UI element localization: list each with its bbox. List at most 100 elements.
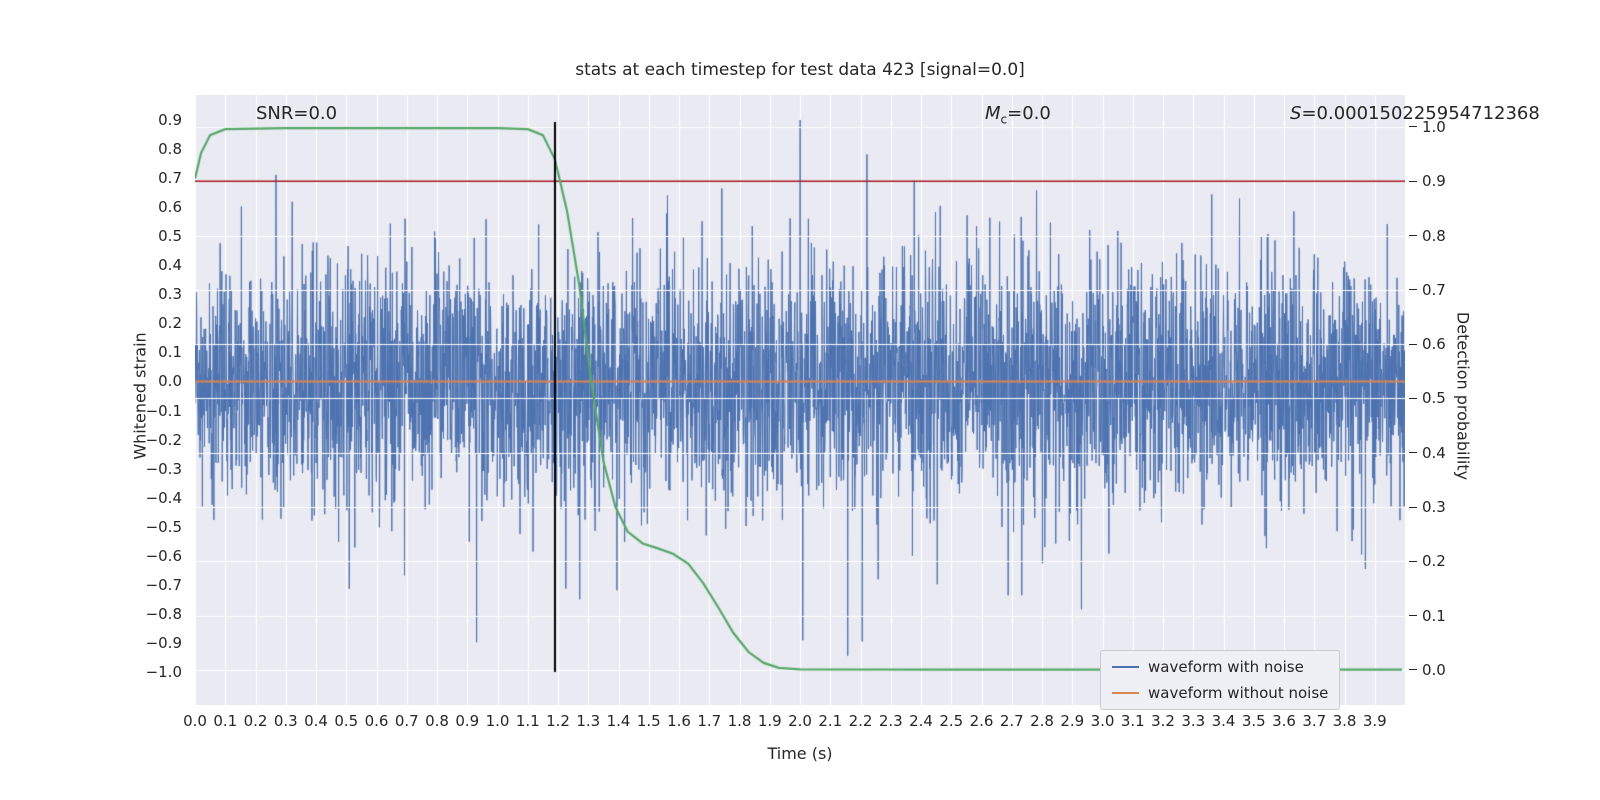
- x-tick-label: 2.7: [999, 712, 1024, 730]
- y-right-tick-label: 0.2: [1422, 552, 1446, 571]
- y-left-tick-label: −0.6: [145, 546, 182, 565]
- x-tick-label: 2.3: [878, 712, 903, 730]
- y-left-tick-label: 0.3: [158, 285, 182, 304]
- x-tick-label: 0.3: [273, 712, 298, 730]
- tick-mark-icon: [1409, 397, 1417, 399]
- x-tick-label: 3.3: [1181, 712, 1206, 730]
- y-right-tick-label: 1.0: [1422, 117, 1446, 136]
- x-tick-label: 1.7: [697, 712, 722, 730]
- x-tick-label: 1.4: [606, 712, 631, 730]
- y-left-tick-label: −0.4: [145, 488, 182, 507]
- s-value: =0.000150225954712368: [1301, 103, 1540, 124]
- x-tick-label: 1.5: [636, 712, 661, 730]
- chirp-mass-annotation: Mc=0.0: [985, 103, 1051, 127]
- legend-line-swatch: [1112, 692, 1139, 694]
- y-right-tick: 0.1: [1409, 607, 1446, 625]
- y-right-tick: 0.6: [1409, 335, 1446, 353]
- y-left-tick-label: 0.1: [158, 343, 182, 362]
- legend-line-swatch: [1112, 666, 1139, 668]
- x-tick-label: 1.9: [757, 712, 782, 730]
- y-left-tick-label: −0.2: [145, 430, 182, 449]
- tick-mark-icon: [1409, 180, 1417, 182]
- x-tick-label: 0.6: [364, 712, 389, 730]
- y-right-tick-label: 0.1: [1422, 606, 1446, 625]
- x-tick-label: 2.6: [969, 712, 994, 730]
- x-tick-label: 2.9: [1060, 712, 1085, 730]
- x-tick-label: 2.1: [818, 712, 843, 730]
- y-left-tick-label: 0.5: [158, 227, 182, 246]
- y-right-tick: 0.5: [1409, 389, 1446, 407]
- tick-mark-icon: [1409, 615, 1417, 617]
- y-left-tick-label: −0.1: [145, 401, 182, 420]
- legend: waveform with noise waveform without nois…: [1100, 650, 1341, 710]
- y-right-tick-label: 0.7: [1422, 280, 1446, 299]
- x-tick-label: 0.1: [213, 712, 238, 730]
- y-right-tick: 1.0: [1409, 118, 1446, 136]
- y-left-tick-label: −0.7: [145, 575, 182, 594]
- x-tick-label: 1.2: [546, 712, 570, 730]
- y-right-tick-label: 0.8: [1422, 226, 1446, 245]
- y-right-tick-label: 0.6: [1422, 335, 1446, 354]
- y-right-tick-label: 0.3: [1422, 498, 1446, 517]
- tick-mark-icon: [1409, 452, 1417, 454]
- x-tick-label: 2.5: [939, 712, 964, 730]
- legend-item: waveform without noise: [1112, 684, 1328, 702]
- plot-canvas: [195, 95, 1405, 705]
- y-left-tick-label: 0.0: [158, 372, 182, 391]
- y-right-tick: 0.8: [1409, 227, 1446, 245]
- legend-item: waveform with noise: [1112, 658, 1328, 676]
- legend-item-label: waveform without noise: [1148, 684, 1329, 702]
- y-left-tick-label: 0.6: [158, 198, 182, 217]
- mc-variable: M: [985, 103, 1001, 124]
- mc-value: =0.0: [1007, 103, 1051, 124]
- x-tick-label: 3.4: [1211, 712, 1236, 730]
- y-right-tick-label: 0.5: [1422, 389, 1446, 408]
- chart-title: stats at each timestep for test data 423…: [575, 60, 1025, 80]
- y-left-tick-label: −1.0: [145, 662, 182, 681]
- y-right-axis-label: Detection probability: [1453, 311, 1473, 481]
- tick-mark-icon: [1409, 506, 1417, 508]
- tick-mark-icon: [1409, 235, 1417, 237]
- x-tick-label: 1.8: [727, 712, 752, 730]
- x-tick-label: 0.4: [304, 712, 328, 730]
- y-left-tick-label: −0.3: [145, 459, 182, 478]
- y-right-tick: 0.4: [1409, 444, 1446, 462]
- y-right-tick-label: 0.4: [1422, 443, 1446, 462]
- x-tick-label: 0.8: [425, 712, 449, 730]
- x-tick-label: 1.3: [576, 712, 601, 730]
- tick-mark-icon: [1409, 669, 1417, 671]
- y-left-tick-label: 0.8: [158, 140, 182, 159]
- mc-subscript: c: [1000, 112, 1008, 127]
- x-tick-label: 3.7: [1302, 712, 1327, 730]
- x-tick-label: 2.0: [788, 712, 812, 730]
- y-right-tick: 0.7: [1409, 281, 1446, 299]
- y-left-tick-label: 0.2: [158, 314, 182, 333]
- x-tick-label: 3.2: [1151, 712, 1175, 730]
- x-tick-label: 2.2: [848, 712, 873, 730]
- y-right-tick: 0.0: [1409, 661, 1446, 679]
- legend-item-label: waveform with noise: [1148, 658, 1304, 676]
- y-right-tick-label: 0.0: [1422, 660, 1446, 679]
- x-tick-label: 3.6: [1272, 712, 1296, 730]
- y-right-tick-label: 0.9: [1422, 172, 1446, 191]
- x-tick-label: 0.9: [455, 712, 480, 730]
- y-left-tick-label: 0.9: [158, 111, 182, 129]
- x-axis-label: Time (s): [767, 744, 833, 763]
- tick-mark-icon: [1409, 343, 1417, 345]
- x-tick-label: 3.9: [1362, 712, 1387, 730]
- y-right-tick: 0.2: [1409, 552, 1446, 570]
- x-tick-label: 0.2: [243, 712, 268, 730]
- x-tick-label: 1.6: [667, 712, 691, 730]
- s-variable: S: [1290, 103, 1302, 124]
- x-tick-label: 1.0: [485, 712, 510, 730]
- x-tick-label: 3.8: [1332, 712, 1357, 730]
- y-left-tick-label: −0.8: [145, 604, 182, 623]
- y-left-tick-label: −0.9: [145, 633, 182, 652]
- x-tick-label: 3.1: [1120, 712, 1145, 730]
- y-left-tick-label: 0.4: [158, 256, 182, 275]
- y-right-tick: 0.3: [1409, 498, 1446, 516]
- statistic-annotation: S=0.000150225954712368: [1290, 103, 1540, 124]
- x-tick-label: 2.4: [909, 712, 933, 730]
- x-tick-label: 0.0: [183, 712, 207, 730]
- x-tick-label: 3.0: [1090, 712, 1115, 730]
